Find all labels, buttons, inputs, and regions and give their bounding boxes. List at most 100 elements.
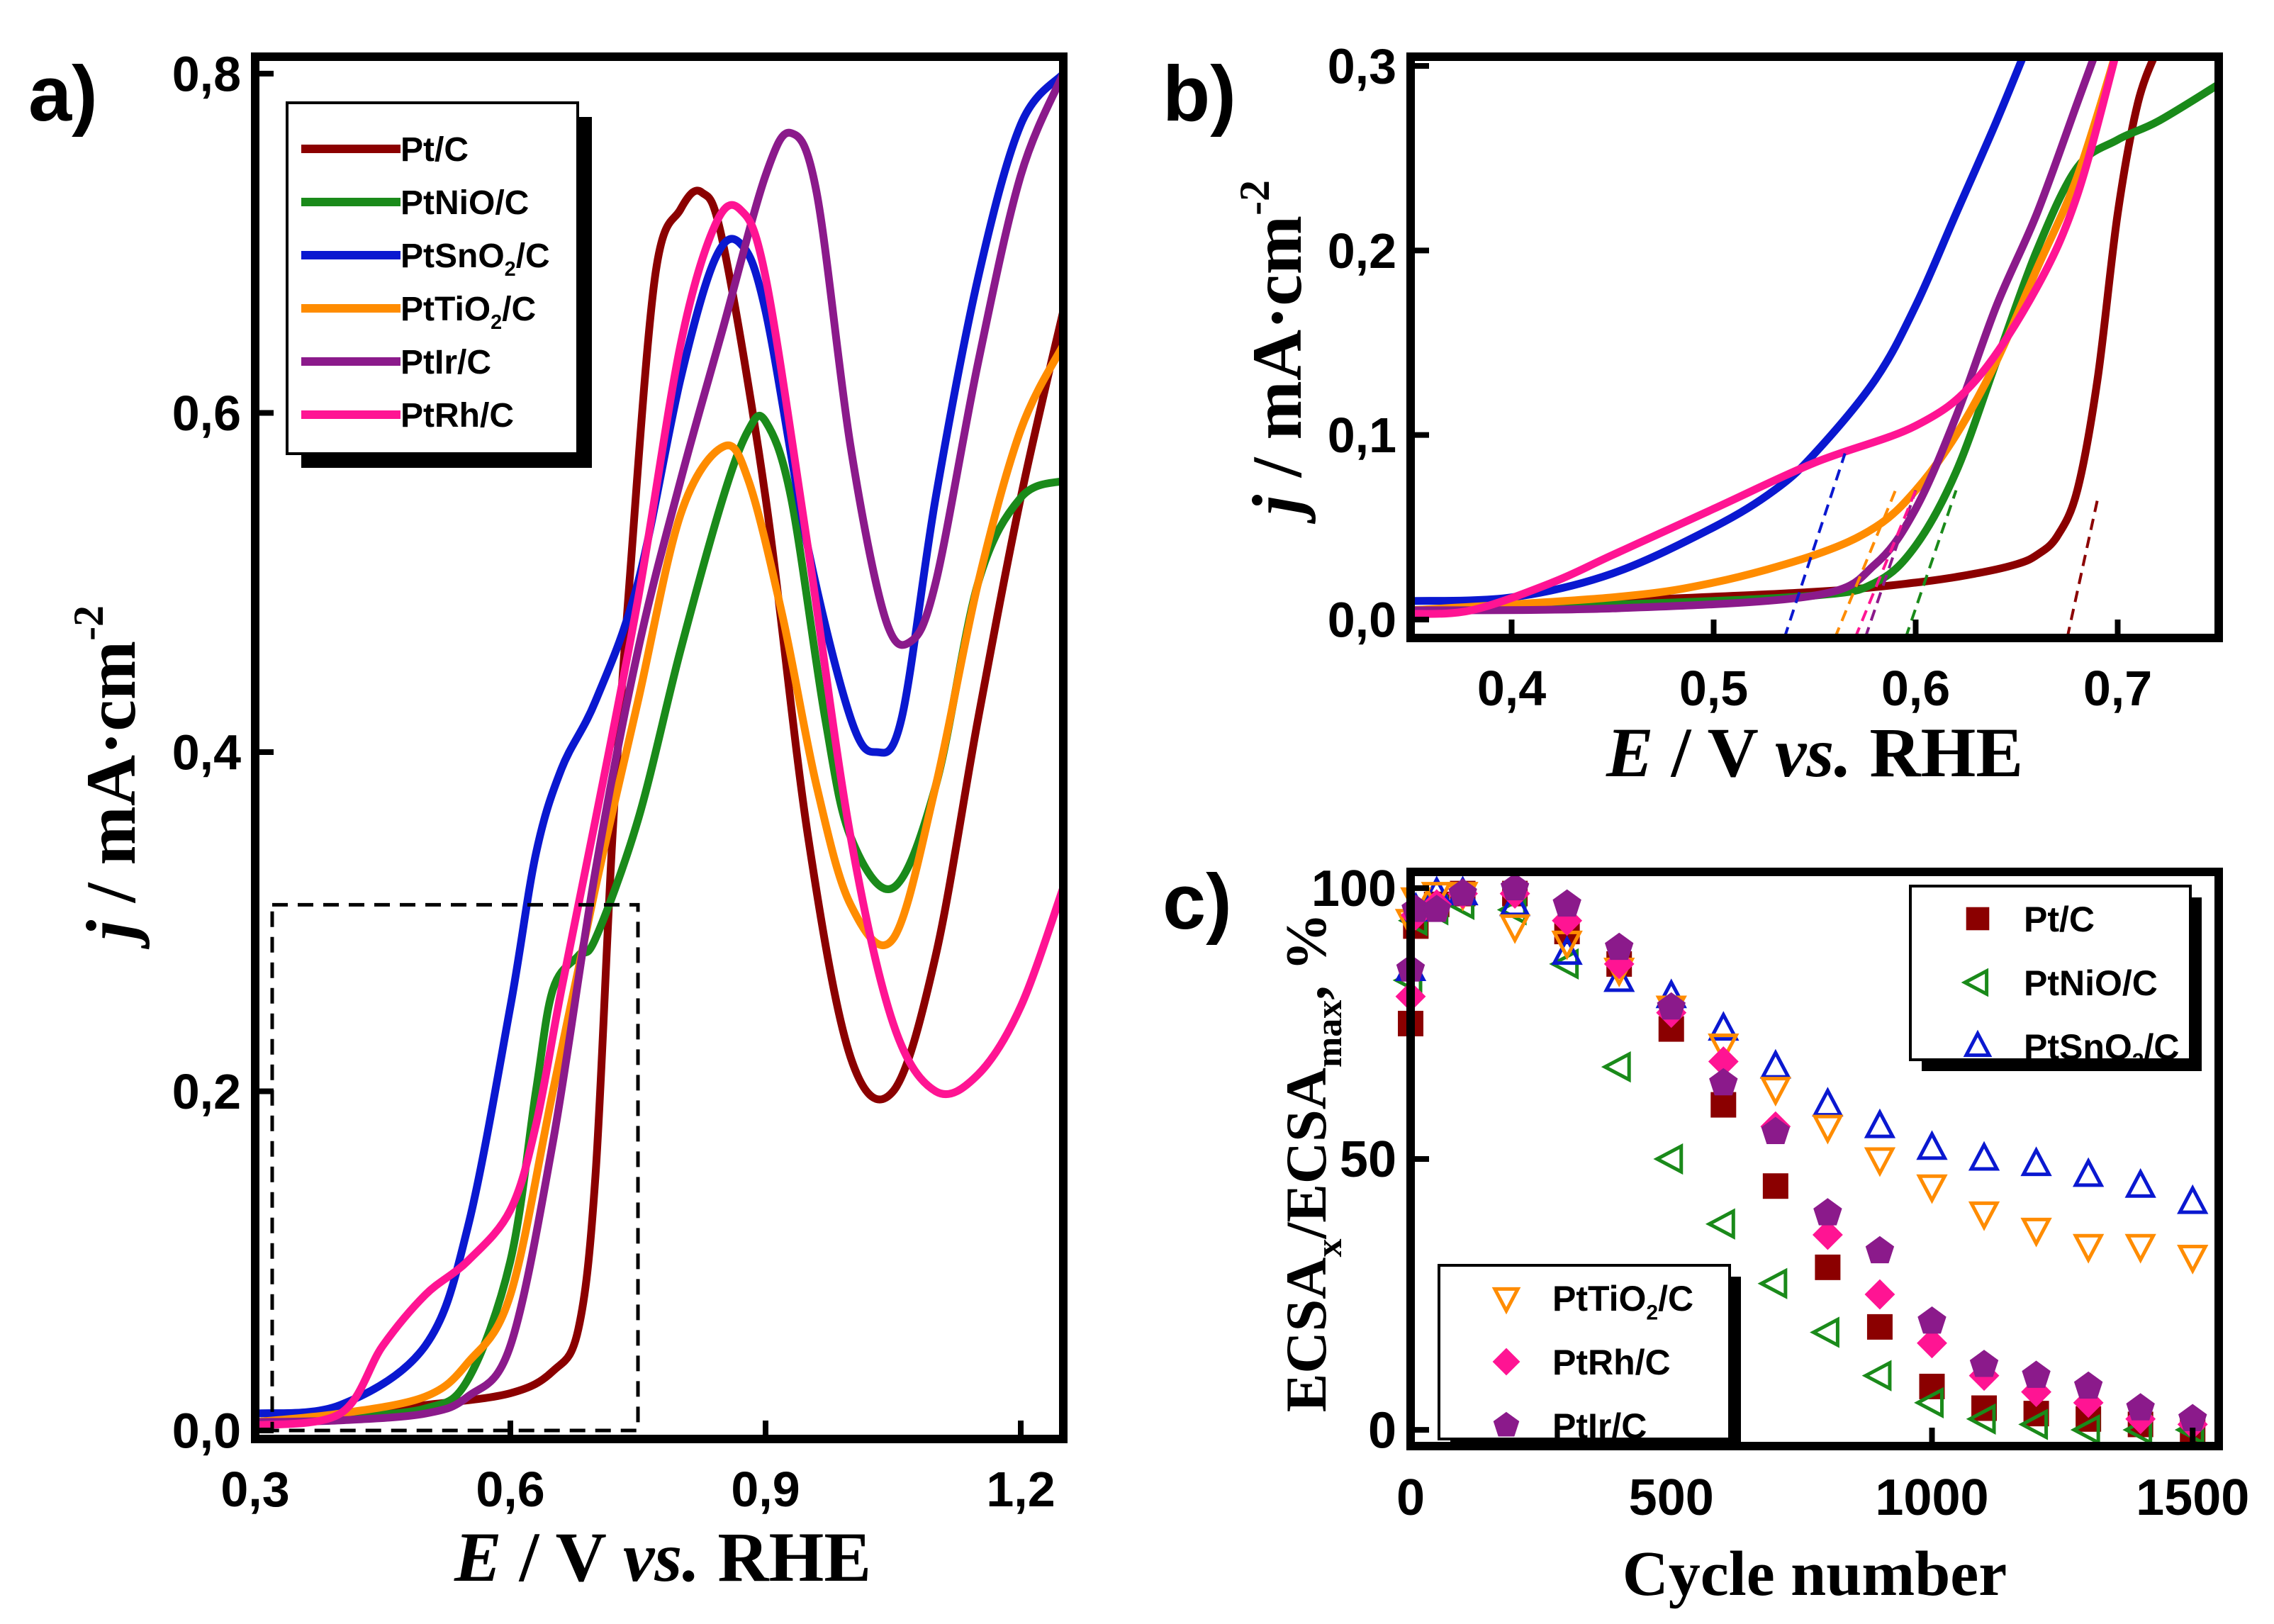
panel-b-tangent-3	[1833, 489, 1897, 638]
panel-a-y-tick-label: 0,2	[172, 1064, 241, 1119]
panel-c-point-ptir-c	[1969, 1350, 1999, 1377]
panel-b-plot-area	[1411, 57, 2219, 638]
panel-c-point-ptsno2-c	[1759, 1048, 1791, 1079]
panel-c-point-ptir-c	[1813, 1198, 1842, 1226]
panel-b-x-tick-label: 0,6	[1881, 661, 1950, 716]
panel-c-point-ptnio-c	[1861, 1360, 1892, 1391]
panel-c-point-ptsno2-c	[1968, 1141, 2000, 1171]
panel-c-point-pttio2-c	[1864, 1147, 1896, 1177]
panel-a-y-tick-label: 0,6	[172, 386, 241, 441]
panel-c-legend-top: Pt/C PtNiO/C PtSnO2/C	[1909, 885, 2202, 1073]
panel-c-legend-bottom-label-ptrh-c: PtRh/C	[1552, 1343, 1671, 1382]
panel-a-y-tick-label: 0,0	[172, 1404, 241, 1459]
panel-b-tangent-5	[1854, 489, 1917, 638]
panel-a-line-pt-c	[255, 186, 1063, 1426]
panel-c-y-axis-title: ECSAx/ECSAmax, %	[1274, 913, 1350, 1413]
panel-b-x-tick-label: 0,7	[2083, 661, 2152, 716]
panel-b-line-ptrh-c	[1411, 57, 2119, 618]
panel-c-x-tick-label: 500	[1629, 1469, 1714, 1526]
panel-b-line-ptir-c	[1411, 57, 2099, 615]
panel-c-legend-bottom-marker-ptrh-c	[1492, 1348, 1520, 1376]
panel-b-ticks: 0,4 0,5 0,6 0,7 0,0 0,1 0,2 0,3	[1328, 39, 2152, 716]
panel-c-point-ptnio-c	[1653, 1143, 1684, 1175]
panel-a-label: a)	[28, 50, 98, 138]
panel-a-plot-area	[255, 69, 1063, 1433]
panel-a-legend: Pt/C PtNiO/C PtSnO2/C PtTiO2/C PtIr/C PtRh/C	[286, 101, 592, 468]
panel-c-point-pttio2-c	[2072, 1233, 2105, 1264]
panel-a-frame	[251, 52, 1068, 1443]
panel-c-point-ptsno2-c	[1551, 935, 1583, 965]
panel-c-point-ptnio-c	[1705, 1208, 1735, 1240]
panel-c-point-ptir-c	[1709, 1068, 1738, 1096]
panel-a-legend-label-pt-c: Pt/C	[401, 131, 469, 169]
panel-a-legend-label-ptir-c: PtIr/C	[401, 344, 491, 381]
panel-c-point-ptsno2-c	[2072, 1157, 2105, 1187]
panel-c-point-ptsno2-c	[2020, 1146, 2052, 1177]
panel-c-legend-bottom-marker-pttio2-c	[1491, 1287, 1521, 1315]
panel-c-legend-bottom: PtTiO2/C PtRh/C PtIr/C	[1438, 1264, 1741, 1450]
panel-c-point-pttio2-c	[1499, 914, 1531, 944]
panel-c-point-ptsno2-c	[1864, 1108, 1896, 1138]
panel-c-point-ptsno2-c	[1708, 1011, 1740, 1041]
panel-c-point-ptrh-c	[1917, 1328, 1947, 1359]
panel-c-point-ptir-c	[1917, 1306, 1947, 1334]
panel-c-x-tick-label: 1500	[2136, 1469, 2249, 1526]
panel-a-legend-box	[286, 101, 579, 455]
panel-c-legend-top-label-ptnio-c: PtNiO/C	[2024, 963, 2158, 1003]
panel-b-y-tick-label: 0,1	[1328, 408, 1396, 463]
panel-c-point-ptrh-c	[1864, 1279, 1895, 1310]
panel-c-legend-top-label-ptsno2-c: PtSnO2/C	[2024, 1027, 2179, 1073]
panel-c-legend-top-marker-pt-c	[1966, 907, 1990, 931]
panel-a-legend-label-pttio2-c: PtTiO2/C	[401, 291, 536, 334]
panel-b-tangent-1	[1904, 490, 1958, 638]
panel-a-legend-label-ptrh-c: PtRh/C	[401, 397, 514, 435]
panel-c-x-tick-label: 0	[1396, 1469, 1425, 1526]
panel-c-point-ptnio-c	[1914, 1387, 1944, 1419]
panel-b-line-ptsno2-c	[1411, 57, 2027, 605]
panel-c-point-ptsno2-c	[2124, 1167, 2156, 1198]
panel-b-tangent-2	[1783, 453, 1847, 638]
panel-c-point-ptir-c	[2126, 1393, 2155, 1421]
panel-c-y-tick-label: 100	[1311, 861, 1396, 917]
panel-a-line-ptsno2-c	[255, 69, 1063, 1418]
panel-a-x-tick-label: 0,3	[220, 1462, 289, 1517]
panel-c-point-ptir-c	[2178, 1404, 2207, 1431]
panel-a-x-tick-label: 0,6	[476, 1462, 544, 1517]
panel-a-legend-label-ptnio-c: PtNiO/C	[401, 184, 529, 222]
panel-c-legend-top-marker-ptnio-c	[1961, 968, 1989, 997]
panel-b-line-pt-c	[1411, 57, 2159, 615]
panel-a-y-axis-title: j / mA·cm-2	[65, 605, 150, 950]
panel-b-y-axis-title: j / mA·cm-2	[1231, 180, 1316, 525]
panel-c-legend-top-marker-ptsno2-c	[1963, 1029, 1993, 1058]
panel-c-point-ptnio-c	[1966, 1403, 1996, 1435]
panel-c-point-ptir-c	[1448, 878, 1477, 906]
panel-c-point-ptsno2-c	[1603, 962, 1635, 992]
panel-c-point-pt-c	[1866, 1314, 1893, 1340]
panel-c-point-ptir-c	[2022, 1360, 2051, 1388]
panel-c-x-axis-title: Cycle number	[1623, 1539, 2007, 1609]
panel-a-line-ptnio-c	[255, 412, 1063, 1426]
panel-c-legend-top-label-pt-c: Pt/C	[2024, 900, 2095, 939]
panel-c-point-pttio2-c	[2124, 1233, 2156, 1264]
panel-b-tangent-4	[1864, 490, 1917, 638]
panel-c-point-ptir-c	[1761, 1116, 1791, 1144]
panel-a-ticks: 0,3 0,6 0,9 1,2 0,0 0,2 0,4 0,6 0,8	[172, 46, 1055, 1517]
panel-c-point-ptir-c	[1865, 1236, 1895, 1264]
panel-c-point-pt-c	[1815, 1254, 1841, 1280]
panel-b-frame	[1406, 52, 2223, 642]
panel-a-x-tick-label: 1,2	[986, 1462, 1055, 1517]
panel-a-line-ptir-c	[255, 69, 1063, 1426]
panel-c-point-ptir-c	[1422, 895, 1451, 922]
panel-c-point-ptsno2-c	[1916, 1130, 1948, 1160]
panel-b-line-ptnio-c	[1411, 80, 2219, 615]
panel-b-y-tick-label: 0,3	[1328, 39, 1396, 94]
panel-c-point-ptsno2-c	[1812, 1087, 1844, 1117]
panel-c-ticks: 0 500 1000 1500 0 50 100	[1311, 861, 2249, 1526]
panel-b-series-group	[1411, 57, 2219, 638]
panel-c-point-ptir-c	[1552, 889, 1581, 917]
panel-b-y-tick-label: 0,0	[1328, 592, 1396, 647]
panel-b-x-axis-title: E / V vs. RHE	[1606, 713, 2023, 792]
panel-c-point-pttio2-c	[2020, 1217, 2052, 1248]
panel-c-y-tick-label: 50	[1340, 1131, 1396, 1188]
